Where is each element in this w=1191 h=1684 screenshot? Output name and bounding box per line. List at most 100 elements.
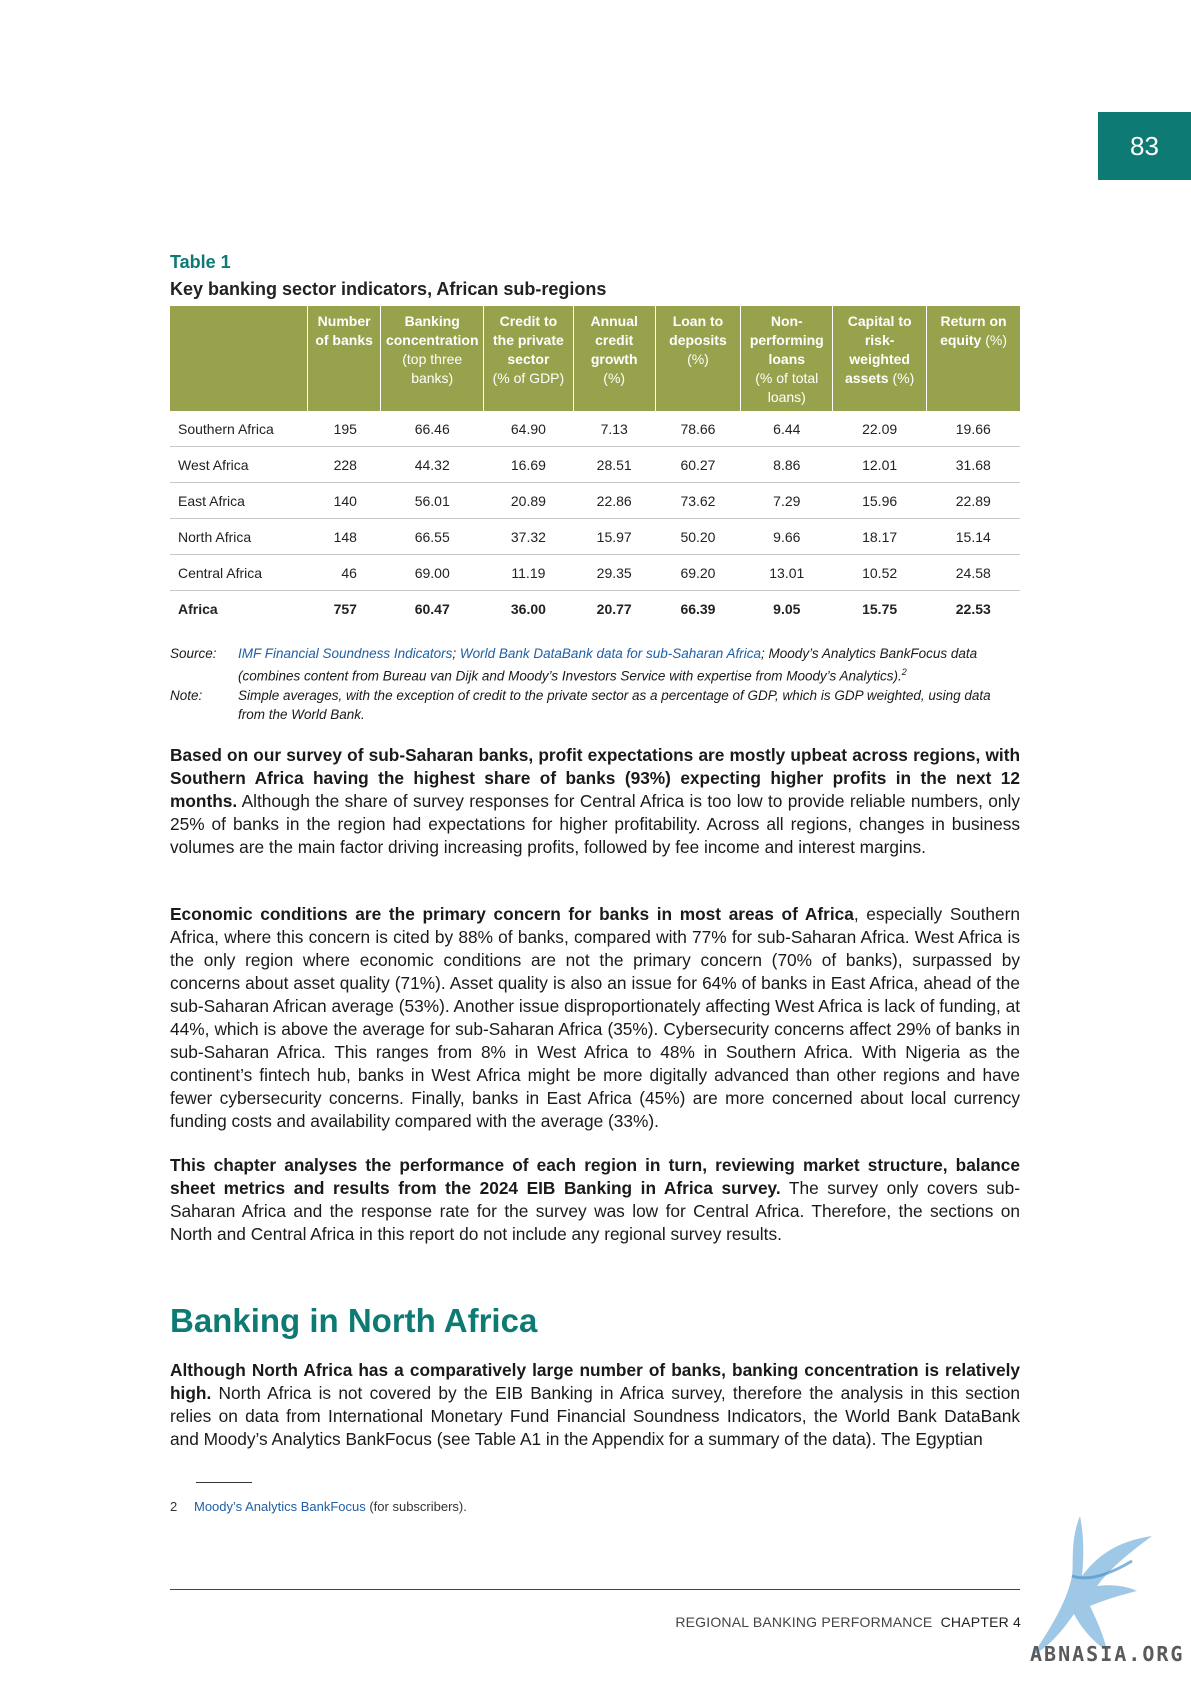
table-row-total: Africa 757 60.47 36.00 20.77 66.39 9.05 … xyxy=(170,590,1020,626)
cell: 757 xyxy=(307,590,381,626)
cell: 148 xyxy=(307,518,381,555)
paragraph-lead: Based on our survey of sub-Saharan banks… xyxy=(170,745,1020,811)
footnote-number: 2 xyxy=(170,1499,178,1514)
cell: 78.66 xyxy=(680,420,716,437)
region-cell: North Africa xyxy=(170,518,308,555)
paragraph-north-africa: Although North Africa has a comparativel… xyxy=(170,1359,1020,1451)
paragraph-body: Although the share of survey responses f… xyxy=(170,791,1020,857)
paragraph-profit-expectations: Based on our survey of sub-Saharan banks… xyxy=(170,744,1020,859)
header-annual-credit-growth: Annual credit growth (%) xyxy=(572,306,656,411)
cell: 46 xyxy=(307,554,381,591)
cell: 15.14 xyxy=(926,518,1020,555)
cell: 69.20 xyxy=(655,554,741,591)
header-loan-to-deposits: Loan to deposits (%) xyxy=(654,306,741,411)
header-region xyxy=(170,306,308,411)
cell: 24.58 xyxy=(926,554,1020,591)
cell: 22.86 xyxy=(573,482,656,519)
footnote-divider xyxy=(196,1482,252,1483)
cell: 9.05 xyxy=(740,590,833,626)
table-row: Central Africa 46 69.00 11.19 29.35 69.2… xyxy=(170,554,1020,591)
footnote: 2 Moody’s Analytics BankFocus (for subscr… xyxy=(170,1499,467,1514)
header-credit-private-sector: Credit to the private sector (% of GDP) xyxy=(482,306,574,411)
cell: 15.96 xyxy=(832,482,927,519)
cell: 6.44 xyxy=(773,420,801,437)
cell: 12.01 xyxy=(832,446,927,483)
cell: 73.62 xyxy=(655,482,741,519)
header-main: Capital to risk-weighted assets xyxy=(845,313,912,386)
region-cell: Africa xyxy=(170,590,308,626)
paragraph-lead: Economic conditions are the primary conc… xyxy=(170,904,854,924)
header-capital-to-risk-weighted-assets: Capital to risk-weighted assets (%) xyxy=(832,306,927,411)
cell: 36.00 xyxy=(483,590,574,626)
table-label: Table 1 xyxy=(170,252,231,272)
cell: 18.17 xyxy=(832,518,927,555)
footnote-ref[interactable]: 2 xyxy=(901,667,907,677)
cell: 50.20 xyxy=(655,518,741,555)
imf-fsi-link[interactable]: IMF Financial Soundness Indicators xyxy=(238,646,453,661)
table-row: Southern Africa 195 66.46 64.90 7.13 78.… xyxy=(170,411,1020,447)
paragraph-body: The survey only covers sub-Saharan Afric… xyxy=(170,1178,1020,1244)
footer-chapter: CHAPTER 4 xyxy=(940,1614,1021,1630)
paragraph-lead: This chapter analyses the performance of… xyxy=(170,1155,1020,1198)
page-number: 83 xyxy=(1130,130,1159,161)
table-title: Key banking sector indicators, African s… xyxy=(170,279,607,299)
watermark: ABNASIA.ORG xyxy=(1030,1642,1185,1666)
cell: 29.35 xyxy=(573,554,656,591)
footer-section: REGIONAL BANKING PERFORMANCE xyxy=(675,1614,933,1630)
header-main: Credit to the private sector xyxy=(492,313,564,367)
table-block: Table 1 Key banking sector indicators, A… xyxy=(170,252,1020,626)
table-row: North Africa 148 66.55 37.32 15.97 50.20… xyxy=(170,518,1020,555)
table-notes: Source: IMF Financial Soundness Indicato… xyxy=(170,644,1020,724)
cell: 20.77 xyxy=(573,590,656,626)
paragraph-economic-conditions: Economic conditions are the primary conc… xyxy=(170,903,1020,1133)
region-cell: Southern Africa xyxy=(178,420,274,437)
region-cell: Central Africa xyxy=(170,554,308,591)
cell: 9.66 xyxy=(740,518,833,555)
cell: 28.51 xyxy=(573,446,656,483)
cell: 16.69 xyxy=(483,446,574,483)
header-main: Number of banks xyxy=(315,313,373,348)
page-number-tab: 83 xyxy=(1098,112,1191,180)
source-note: Source: IMF Financial Soundness Indicato… xyxy=(170,644,1020,686)
table-header-row: Number of banks Banking concentration (to… xyxy=(170,306,1020,411)
header-sub: (%) xyxy=(603,370,626,386)
cell: 15.97 xyxy=(573,518,656,555)
world-bank-databank-link[interactable]: World Bank DataBank data for sub-Saharan… xyxy=(459,646,762,661)
cell: 8.86 xyxy=(740,446,833,483)
cell: 69.00 xyxy=(380,554,484,591)
bird-logo-icon xyxy=(1032,1516,1152,1656)
cell: 37.32 xyxy=(483,518,574,555)
cell: 195 xyxy=(333,420,357,437)
cell: 140 xyxy=(307,482,381,519)
source-rest: ; Moody’s Analytics BankFocus data (comb… xyxy=(238,646,978,684)
footnote-rest: (for subscribers). xyxy=(365,1499,467,1514)
paragraph-chapter-overview: This chapter analyses the performance of… xyxy=(170,1154,1020,1246)
header-banking-concentration: Banking concentration (top three banks) xyxy=(380,306,484,411)
cell: 20.89 xyxy=(483,482,574,519)
header-sub: (% of GDP) xyxy=(492,370,565,386)
bankfocus-link[interactable]: Moody’s Analytics BankFocus xyxy=(194,1499,366,1514)
cell: 19.66 xyxy=(955,420,991,437)
cell: 60.47 xyxy=(380,590,484,626)
note-label: Note: xyxy=(170,687,203,703)
paragraph-body: North Africa is not covered by the EIB B… xyxy=(170,1383,1020,1449)
header-main: Non-performing loans xyxy=(749,313,824,367)
table-row: West Africa 228 44.32 16.69 28.51 60.27 … xyxy=(170,446,1020,483)
header-sub: (%) xyxy=(892,370,915,386)
header-main: Annual credit growth xyxy=(590,313,638,367)
cell: 228 xyxy=(307,446,381,483)
cell: 22.09 xyxy=(862,420,898,437)
cell: 7.29 xyxy=(740,482,833,519)
paragraph-lead: Although North Africa has a comparativel… xyxy=(170,1360,1020,1403)
footer-divider xyxy=(170,1589,1020,1590)
cell: 31.68 xyxy=(926,446,1020,483)
source-label: Source: xyxy=(170,646,217,661)
cell: 22.53 xyxy=(926,590,1020,626)
cell: 44.32 xyxy=(380,446,484,483)
cell: 64.90 xyxy=(510,420,546,437)
page-footer: REGIONAL BANKING PERFORMANCE CHAPTER 4 xyxy=(675,1614,1021,1630)
note-text: Simple averages, with the exception of c… xyxy=(238,687,991,722)
header-sub: (% of total loans) xyxy=(755,370,819,405)
cell: 10.52 xyxy=(832,554,927,591)
header-return-on-equity: Return on equity (%) xyxy=(926,306,1020,411)
